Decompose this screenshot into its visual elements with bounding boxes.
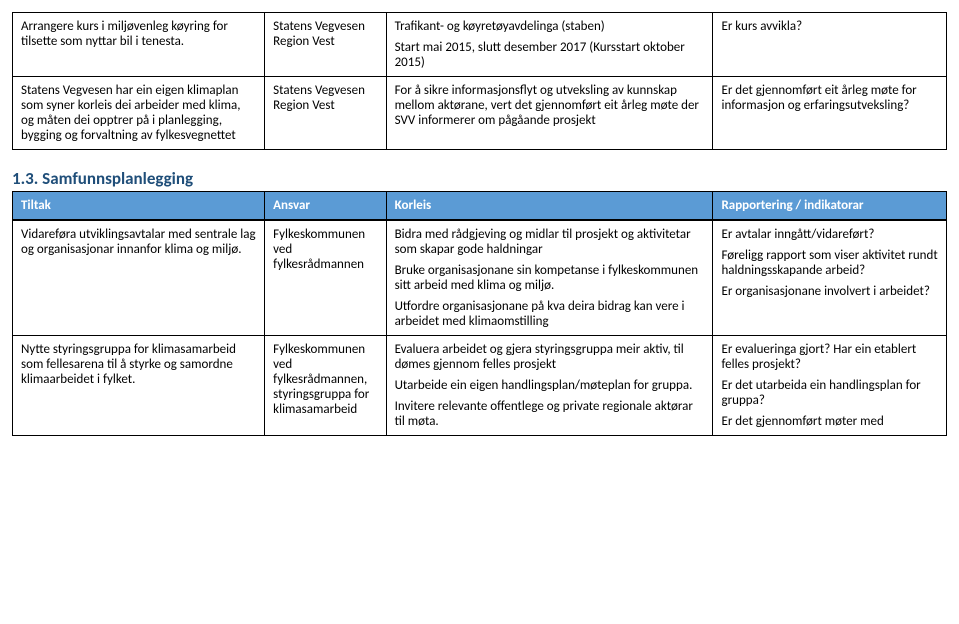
cell-line: Er organisasjonane involvert i arbeidet? (721, 284, 938, 299)
cell-rapportering: Er kurs avvikla? (713, 13, 947, 77)
cell-rapportering: Er evalueringa gjort? Har ein etablert f… (713, 336, 947, 436)
cell-tiltak: Statens Vegvesen har ein eigen klimaplan… (13, 77, 265, 150)
col-header-rapportering: Rapportering / indikatorar (713, 192, 947, 221)
cell-korleis: Evaluera arbeidet og gjera styringsgrupp… (386, 336, 713, 436)
table-row: Vidareføra utviklingsavtalar med sentral… (13, 220, 947, 336)
table-row: Nytte styringsgruppa for klimasamarbeid … (13, 336, 947, 436)
lower-table: Tiltak Ansvar Korleis Rapportering / ind… (12, 191, 947, 436)
cell-tiltak: Nytte styringsgruppa for klimasamarbeid … (13, 336, 265, 436)
section-heading: 1.3. Samfunnsplanlegging (12, 168, 947, 189)
cell-line: Er evalueringa gjort? Har ein etablert f… (721, 342, 938, 372)
cell-line: Føreligg rapport som viser aktivitet run… (721, 248, 938, 278)
cell-korleis: Trafikant- og køyretøyavdelinga (staben)… (386, 13, 713, 77)
upper-table: Arrangere kurs i miljøvenleg køyring for… (12, 12, 947, 150)
cell-line: Evaluera arbeidet og gjera styringsgrupp… (395, 342, 705, 372)
cell-line: Start mai 2015, slutt desember 2017 (Kur… (395, 40, 705, 70)
cell-ansvar: Statens Vegvesen Region Vest (265, 77, 386, 150)
cell-tiltak: Vidareføra utviklingsavtalar med sentral… (13, 220, 265, 336)
cell-korleis: For å sikre informasjonsflyt og utveksli… (386, 77, 713, 150)
cell-line: Er det utarbeida ein handlingsplan for g… (721, 378, 938, 408)
table-row: Arrangere kurs i miljøvenleg køyring for… (13, 13, 947, 77)
cell-line: Utfordre organisasjonane på kva deira bi… (395, 299, 705, 329)
cell-line: Utarbeide ein eigen handlingsplan/møtepl… (395, 378, 705, 393)
cell-tiltak: Arrangere kurs i miljøvenleg køyring for… (13, 13, 265, 77)
cell-ansvar: Statens Vegvesen Region Vest (265, 13, 386, 77)
col-header-ansvar: Ansvar (265, 192, 386, 221)
cell-line: Bruke organisasjonane sin kompetanse i f… (395, 263, 705, 293)
cell-rapportering: Er avtalar inngått/vidareført? Føreligg … (713, 220, 947, 336)
cell-line: Trafikant- og køyretøyavdelinga (staben) (395, 19, 705, 34)
col-header-korleis: Korleis (386, 192, 713, 221)
cell-korleis: Bidra med rådgjeving og midlar til prosj… (386, 220, 713, 336)
cell-rapportering: Er det gjennomført eit årleg møte for in… (713, 77, 947, 150)
col-header-tiltak: Tiltak (13, 192, 265, 221)
cell-line: Bidra med rådgjeving og midlar til prosj… (395, 227, 705, 257)
table-row: Statens Vegvesen har ein eigen klimaplan… (13, 77, 947, 150)
table-header-row: Tiltak Ansvar Korleis Rapportering / ind… (13, 192, 947, 221)
cell-line: For å sikre informasjonsflyt og utveksli… (395, 83, 705, 128)
cell-line: Er det gjennomført møter med (721, 414, 938, 429)
cell-ansvar: Fylkeskommunen ved fylkesrådmannen (265, 220, 386, 336)
cell-line: Er avtalar inngått/vidareført? (721, 227, 938, 242)
cell-line: Invitere relevante offentlege og private… (395, 399, 705, 429)
cell-ansvar: Fylkeskommunen ved fylkesrådmannen, styr… (265, 336, 386, 436)
